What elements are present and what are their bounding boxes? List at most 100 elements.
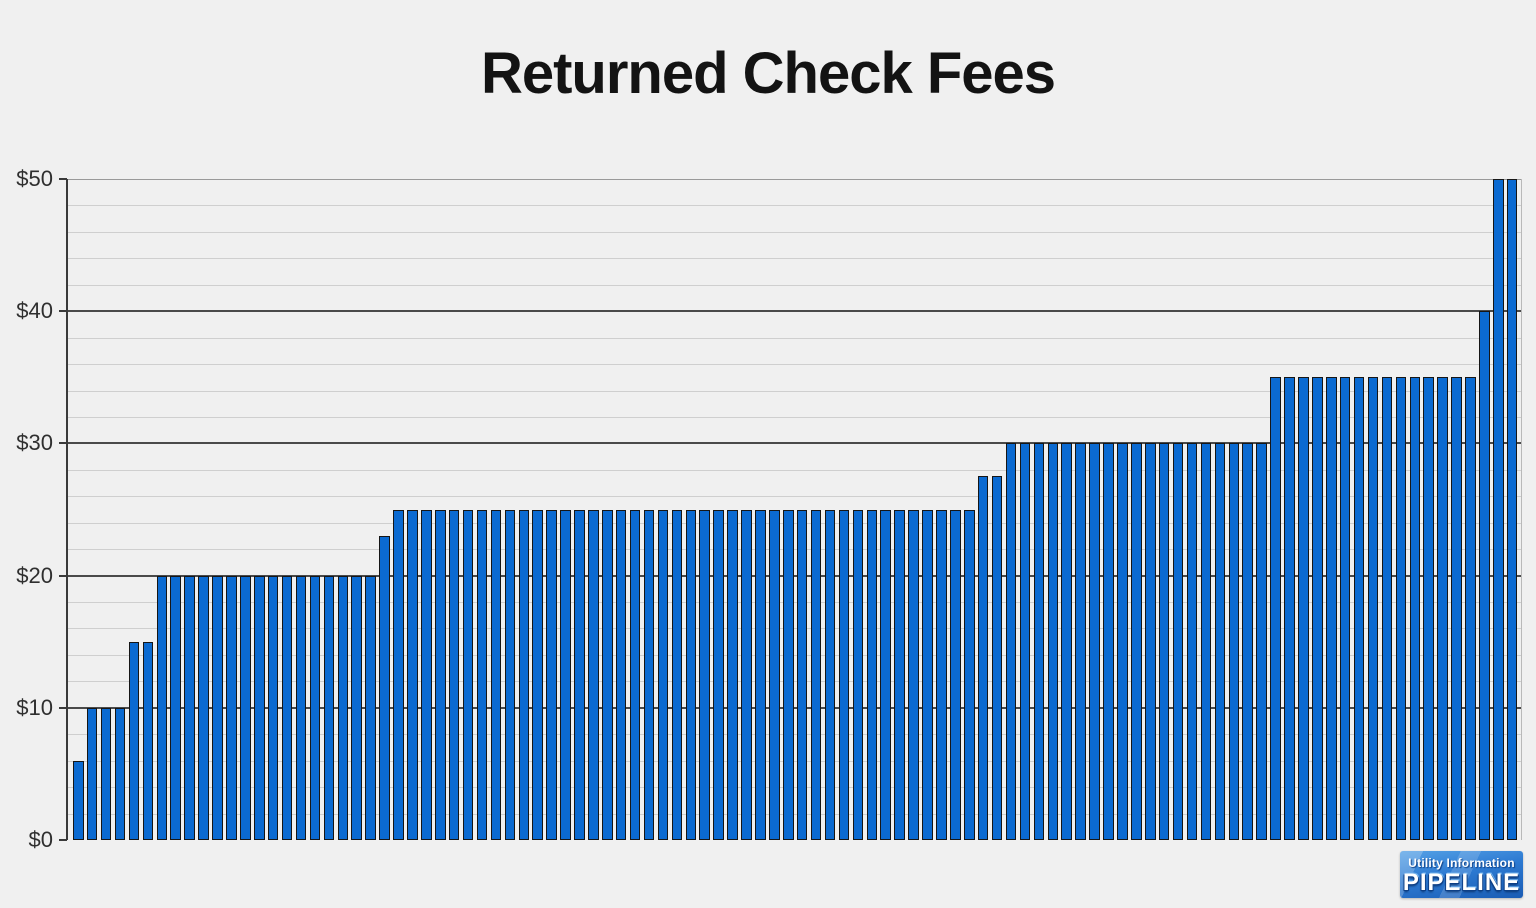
bar xyxy=(86,707,98,840)
bar xyxy=(476,509,488,840)
bar xyxy=(671,509,683,840)
gridline-minor xyxy=(67,549,1522,551)
bar xyxy=(602,509,613,840)
bar xyxy=(462,509,474,840)
y-axis-tick xyxy=(59,839,67,841)
bar xyxy=(1409,377,1421,840)
bar xyxy=(880,509,891,840)
gridline-minor xyxy=(67,496,1522,498)
gridline-minor xyxy=(67,416,1522,418)
y-axis-tick xyxy=(59,574,67,577)
bar xyxy=(114,707,126,840)
bar xyxy=(1047,443,1059,840)
bar xyxy=(281,575,293,840)
bar xyxy=(741,509,752,840)
bar xyxy=(170,575,181,840)
bar xyxy=(755,509,766,840)
bar xyxy=(1242,443,1253,840)
bar xyxy=(1479,311,1490,840)
bar xyxy=(1158,443,1170,840)
bar xyxy=(1339,377,1351,840)
y-axis-label: $10 xyxy=(16,694,53,720)
bar xyxy=(852,509,864,840)
bar xyxy=(128,641,140,840)
utility-information-pipeline-logo: Utility Information PIPELINE xyxy=(1400,851,1523,898)
gridline-minor xyxy=(67,231,1522,233)
gridline-minor xyxy=(67,602,1522,604)
bar xyxy=(1228,443,1240,840)
gridline-major xyxy=(67,706,1522,709)
bar xyxy=(560,509,571,840)
bar xyxy=(1423,377,1434,840)
bar xyxy=(615,509,627,840)
bar xyxy=(629,509,641,840)
bar xyxy=(1061,443,1072,840)
y-axis: $0 $10 $20 $30 $40 $50 xyxy=(0,168,67,851)
bar xyxy=(1214,443,1226,840)
bar xyxy=(379,535,390,840)
bar xyxy=(713,509,724,840)
bar xyxy=(657,509,669,840)
gridline-major xyxy=(67,179,1522,180)
bar xyxy=(212,575,223,840)
y-axis-tick xyxy=(59,442,67,445)
bar xyxy=(226,575,237,840)
bar xyxy=(1144,443,1156,840)
bar xyxy=(1270,377,1281,840)
bar xyxy=(407,509,418,840)
y-axis-label: $40 xyxy=(16,298,53,324)
bar xyxy=(838,509,850,840)
bar xyxy=(518,509,530,840)
bar xyxy=(699,509,711,840)
gridline-minor xyxy=(67,734,1522,736)
bar xyxy=(421,509,432,840)
gridline-minor xyxy=(67,787,1522,789)
y-axis-label: $30 xyxy=(16,430,53,456)
bar xyxy=(1493,179,1504,840)
bar xyxy=(393,509,404,840)
bar xyxy=(588,509,599,840)
y-axis-label: $20 xyxy=(16,562,53,588)
chart-title: Returned Check Fees xyxy=(480,41,1056,106)
bar xyxy=(908,509,919,840)
gridline-minor xyxy=(67,654,1522,656)
bar xyxy=(1381,377,1393,840)
bar xyxy=(1506,179,1518,840)
bar xyxy=(532,509,543,840)
bar xyxy=(685,509,697,840)
gridline-minor xyxy=(67,760,1522,762)
bar xyxy=(1117,443,1128,840)
bar xyxy=(964,509,975,840)
bar xyxy=(184,575,195,840)
bar xyxy=(1089,443,1100,840)
bar xyxy=(351,575,362,840)
logo-text-large: PIPELINE xyxy=(1402,869,1521,896)
gridline-major xyxy=(67,310,1522,313)
plot-area xyxy=(66,179,1522,840)
bar xyxy=(267,575,279,840)
bar xyxy=(337,575,349,840)
y-axis-label: $0 xyxy=(28,827,53,852)
bar xyxy=(434,509,446,840)
bar xyxy=(546,509,557,840)
bar xyxy=(1451,377,1462,840)
bar xyxy=(977,476,989,840)
y-axis-label: $50 xyxy=(16,166,53,191)
bar-series xyxy=(73,179,1518,840)
bar xyxy=(1256,443,1267,840)
bar xyxy=(991,476,1003,840)
bar xyxy=(894,509,905,840)
bar xyxy=(574,509,585,840)
bar xyxy=(448,509,460,840)
gridline-minor xyxy=(67,813,1522,815)
bar xyxy=(1395,377,1407,840)
bar xyxy=(824,509,836,840)
bar xyxy=(1005,443,1017,840)
bar xyxy=(1186,443,1198,840)
bar xyxy=(810,509,822,840)
y-axis-tick xyxy=(59,178,67,180)
y-axis-tick xyxy=(59,310,67,313)
bar xyxy=(156,575,168,840)
bar xyxy=(309,575,321,840)
